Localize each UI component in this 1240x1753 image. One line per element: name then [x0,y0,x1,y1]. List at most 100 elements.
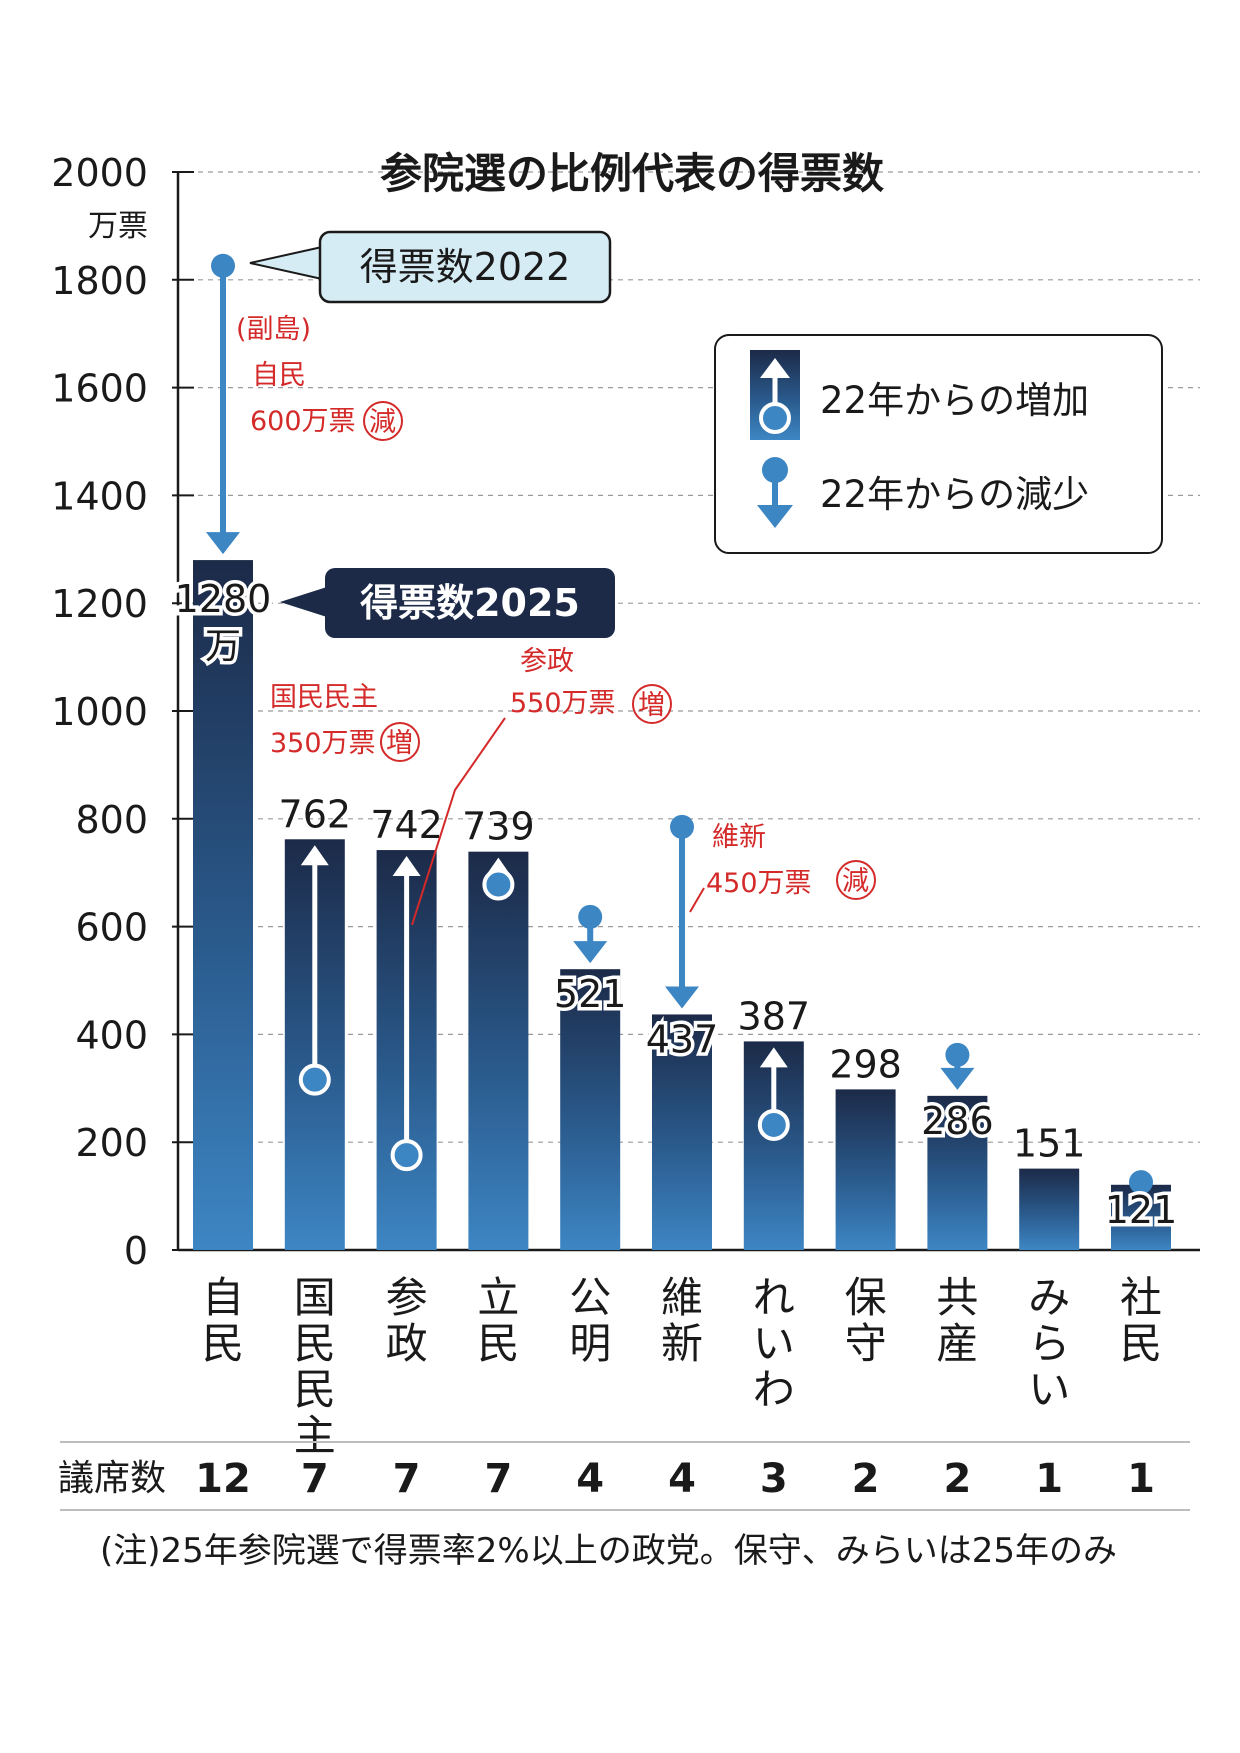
callout-2025: 得票数2025 [280,568,615,638]
decrease-arrow-head [573,941,608,964]
bar-10 [1019,1168,1080,1250]
y-tick-label: 1600 [51,367,148,411]
x-category-label: 公明 [569,1273,611,1368]
callout-2022: 得票数2022 [249,230,612,304]
y-tick-label: 200 [75,1121,148,1165]
increase-arrow-head [392,856,421,877]
y-tick-label: 2000 [51,151,148,195]
annotation-kokumin-line-2: 350万票 [270,728,376,759]
seat-count: 1 [1127,1456,1155,1502]
seat-count: 4 [668,1456,696,1502]
y-tick-label: 0 [124,1229,148,1273]
seats-label: 議席数 [58,1458,166,1499]
x-category-label: 保守 [845,1273,887,1368]
seat-count: 7 [393,1456,421,1502]
increase-arrow-head [759,1047,788,1068]
value-2022-marker [1129,1170,1153,1195]
bar-value-halo: 437 [646,1017,719,1061]
annotation-jimin: (副島) 自民 600万票 減 [236,314,403,441]
annotation-ishin-line-1: 維新 [712,822,766,853]
annotation-ishin-line-3: 減 [842,866,869,897]
seat-count: 7 [484,1456,512,1502]
annotation-sansei-line-3: 増 [638,690,665,721]
bar-value-unit: 万 [205,626,241,667]
value-2022-marker [757,1108,790,1141]
bar-value-label: 1280 [175,577,272,621]
bar-11 [1111,1184,1171,1250]
y-tick-label: 400 [75,1013,148,1057]
bar-value-label: 151 [1013,1122,1086,1166]
bar-value-label: 762 [279,792,352,836]
seat-count: 12 [195,1456,251,1502]
annotation-jimin-line-4: 減 [369,407,396,438]
callout-2025-label: 得票数2025 [360,581,580,625]
bar-value-halo: 121 [1105,1188,1178,1232]
y-unit-label: 万票 [88,209,148,244]
chart-title: 参院選の比例代表の得票数 [380,149,884,198]
y-tick-label: 1400 [51,474,148,518]
annotation-ishin-line-2: 450万票 [706,868,812,899]
bar-value-label: 437 [646,1017,719,1061]
annotation-kokumin-line-3: 増 [386,728,413,759]
x-category-label: 国民民主 [294,1273,336,1460]
annotation-sansei-pointer [411,717,506,926]
x-category-label: 維新 [661,1273,703,1368]
callout-2022-label: 得票数2022 [360,245,571,289]
bar-8 [835,1089,896,1250]
bar-value-halo: 521 [554,972,627,1016]
legend-increase-arrow-icon [759,358,791,434]
bar-value-label: 742 [370,803,443,847]
y-tick-label: 600 [75,906,148,950]
x-category-label: 参政 [386,1273,428,1368]
y-tick-label: 1200 [51,582,148,626]
bar-6 [652,1014,712,1250]
annotation-sansei-line-2: 550万票 [510,688,616,719]
annotation-jimin-line-1: (副島) [236,314,311,345]
x-category-label: 自民 [202,1273,244,1368]
bar-value-label: 286 [921,1099,994,1143]
annotation-kokumin-line-1: 国民民主 [270,682,378,713]
footnote: (注)25年参院選で得票率2%以上の政党。保守、みらいは25年のみ [100,1531,1117,1571]
annotation-ishin-pointer [689,887,705,913]
annotation-kokumin: 国民民主 350万票 増 [270,682,420,762]
x-category-label: 社民 [1120,1273,1162,1368]
annotation-ishin: 維新 450万票 減 [689,822,876,913]
bar-value-halo: 1280 [175,577,272,621]
legend: 22年からの増加 22年からの減少 [714,334,1163,554]
increase-arrow-head [300,845,329,866]
seat-count: 2 [852,1456,880,1502]
seat-count: 2 [943,1456,971,1502]
legend-decrease-label: 22年からの減少 [820,473,1089,516]
bar-1 [193,560,253,1250]
bar-value-label: 298 [829,1042,902,1086]
seat-count: 1 [1035,1456,1063,1502]
bar-value-unit-halo: 万 [205,626,241,667]
annotation-sansei-line-1: 参政 [520,646,574,677]
legend-increase-label: 22年からの増加 [820,379,1089,422]
x-category-label: 立民 [477,1273,519,1368]
annotation-jimin-line-3: 600万票 [250,406,356,437]
bar-value-label: 387 [738,994,811,1038]
x-category-label: みらい [1028,1273,1070,1414]
legend-decrease-arrow-icon [757,457,793,528]
value-2022-marker [298,1063,331,1096]
seat-count: 3 [760,1456,788,1502]
annotation-jimin-line-2: 自民 [252,360,306,391]
decrease-arrow-head [940,1067,975,1090]
y-tick-label: 800 [75,798,148,842]
x-category-label: れいわ [753,1273,795,1414]
bar-5 [560,969,621,1250]
bar-value-halo: 286 [921,1099,994,1143]
value-2022-marker [390,1139,423,1172]
bar-9 [927,1095,988,1250]
seat-count: 7 [301,1456,329,1502]
decrease-arrow-head [206,532,240,555]
y-tick-label: 1800 [51,259,148,303]
decrease-arrow-head [665,986,699,1009]
annotation-sansei: 参政 550万票 増 [411,646,672,926]
seat-count: 4 [576,1456,604,1502]
bar-4 [468,851,529,1250]
value-2022-marker [482,868,515,901]
bar-value-label: 521 [554,972,627,1016]
